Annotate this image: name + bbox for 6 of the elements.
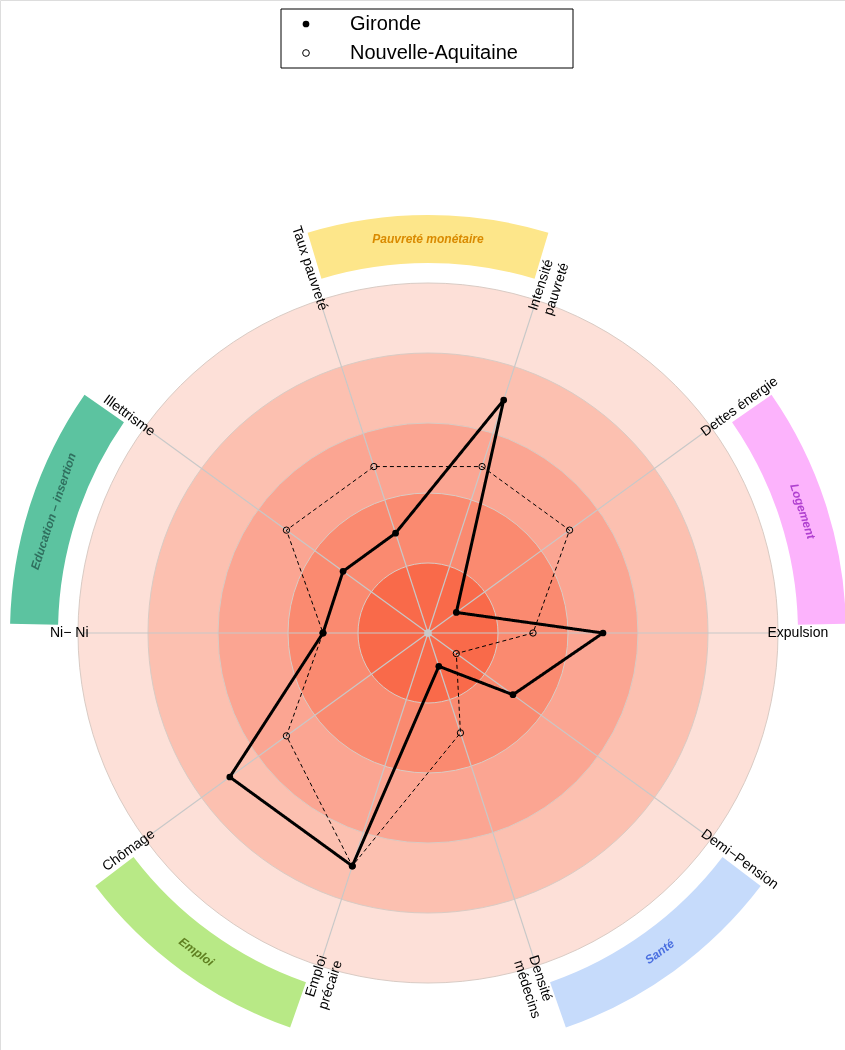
legend-label: Gironde <box>350 12 422 34</box>
spoke-label: Ni− Ni <box>49 624 89 640</box>
legend-label: Nouvelle-Aquitaine <box>350 41 518 63</box>
spoke-label: Emploi précaire <box>301 953 346 1012</box>
spoke-label: Expulsion <box>767 624 829 640</box>
text: Pauvreté monétaire <box>372 232 485 246</box>
